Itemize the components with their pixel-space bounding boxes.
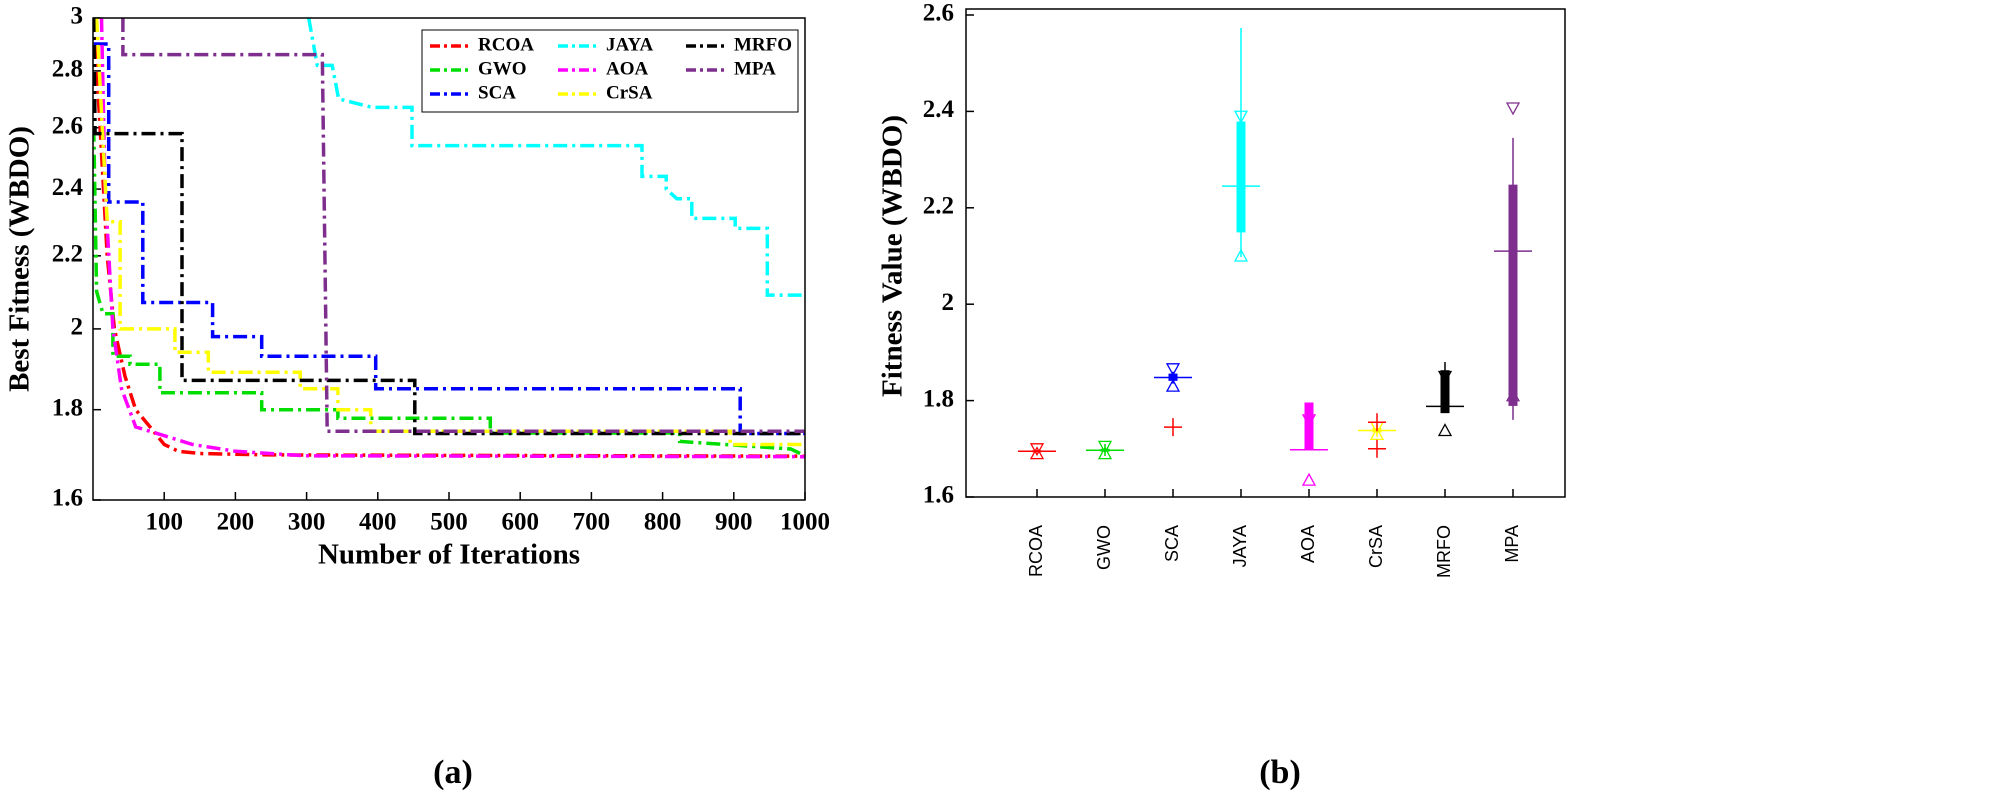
y-tick-label: 2.6 bbox=[923, 0, 954, 27]
y-tick-label: 2.2 bbox=[52, 241, 83, 268]
series-line bbox=[121, 18, 805, 434]
notch-high bbox=[1029, 443, 1045, 457]
y-tick-label: 3 bbox=[71, 3, 84, 30]
y-tick-label: 2.6 bbox=[52, 112, 83, 139]
series-line bbox=[93, 127, 805, 458]
x-tick-label: MPA bbox=[1502, 525, 1522, 563]
y-tick-label: 1.6 bbox=[52, 485, 83, 512]
x-tick-label: 100 bbox=[145, 509, 183, 536]
legend-label: CrSA bbox=[606, 82, 653, 103]
series-line bbox=[306, 18, 805, 297]
legend-box bbox=[421, 29, 799, 113]
outlier bbox=[1164, 418, 1182, 437]
x-tick-label: 500 bbox=[430, 509, 468, 536]
legend-label: RCOA bbox=[478, 34, 534, 55]
notch-low bbox=[1437, 423, 1453, 437]
y-tick-label: 2.8 bbox=[52, 56, 83, 83]
notch-high bbox=[1233, 110, 1249, 124]
notch-low bbox=[1505, 388, 1521, 402]
x-tick-label: AOA bbox=[1298, 525, 1318, 563]
series-line bbox=[93, 18, 805, 436]
notch-low bbox=[1165, 378, 1181, 392]
outlier bbox=[1368, 439, 1386, 458]
series-line bbox=[93, 42, 805, 436]
notch-high bbox=[1505, 102, 1521, 116]
notch-low bbox=[1233, 248, 1249, 262]
plot-frame bbox=[92, 17, 806, 501]
x-tick-label: CrSA bbox=[1366, 525, 1386, 568]
notch-low bbox=[1097, 446, 1113, 460]
legend-label: SCA bbox=[478, 82, 516, 103]
x-tick-label: JAYA bbox=[1230, 525, 1250, 567]
plot-frame bbox=[965, 8, 1566, 498]
y-tick-label: 1.6 bbox=[923, 482, 954, 509]
x-tick-label: 400 bbox=[359, 509, 397, 536]
y-tick-label: 2.4 bbox=[52, 174, 84, 201]
x-tick-label: 200 bbox=[217, 509, 255, 536]
legend-label: AOA bbox=[606, 58, 649, 79]
x-tick-label: GWO bbox=[1094, 525, 1114, 570]
x-tick-label: 700 bbox=[573, 509, 611, 536]
legend-label: MRFO bbox=[734, 34, 792, 55]
box bbox=[1236, 121, 1246, 233]
x-tick-label: SCA bbox=[1162, 525, 1182, 562]
series-line bbox=[99, 18, 805, 459]
notch-low bbox=[1029, 446, 1045, 460]
x-tick-label: MRFO bbox=[1434, 525, 1454, 578]
x-tick-label: 600 bbox=[501, 509, 539, 536]
panel-label: (b) bbox=[1259, 754, 1301, 791]
legend-label: JAYA bbox=[606, 34, 653, 55]
outlier bbox=[1368, 413, 1386, 432]
notch-high bbox=[1437, 370, 1453, 384]
notch-low bbox=[1301, 472, 1317, 486]
x-tick-label: 800 bbox=[644, 509, 682, 536]
y-tick-label: 1.8 bbox=[52, 394, 83, 421]
x-tick-label: 300 bbox=[288, 509, 326, 536]
y-tick-label: 2 bbox=[942, 289, 955, 316]
y-axis-label: Fitness Value (WBDO) bbox=[877, 115, 909, 397]
box bbox=[1508, 184, 1518, 406]
x-axis-label: Number of Iterations bbox=[318, 539, 580, 571]
y-tick-label: 2.2 bbox=[923, 193, 954, 220]
x-tick-label: 1000 bbox=[780, 509, 830, 536]
notch-low bbox=[1369, 426, 1385, 440]
box bbox=[1440, 370, 1450, 414]
y-tick-label: 2.4 bbox=[923, 96, 955, 123]
x-tick-label: RCOA bbox=[1026, 525, 1046, 577]
y-tick-label: 1.8 bbox=[923, 385, 954, 412]
x-tick-label: 900 bbox=[715, 509, 753, 536]
y-tick-label: 2 bbox=[71, 314, 84, 341]
panel-label: (a) bbox=[433, 754, 473, 791]
notch-high bbox=[1165, 363, 1181, 377]
notch-high bbox=[1301, 414, 1317, 428]
legend-label: MPA bbox=[734, 58, 776, 79]
notch-high bbox=[1097, 440, 1113, 454]
y-axis-label: Best Fitness (WBDO) bbox=[4, 126, 36, 392]
legend-label: GWO bbox=[478, 58, 527, 79]
